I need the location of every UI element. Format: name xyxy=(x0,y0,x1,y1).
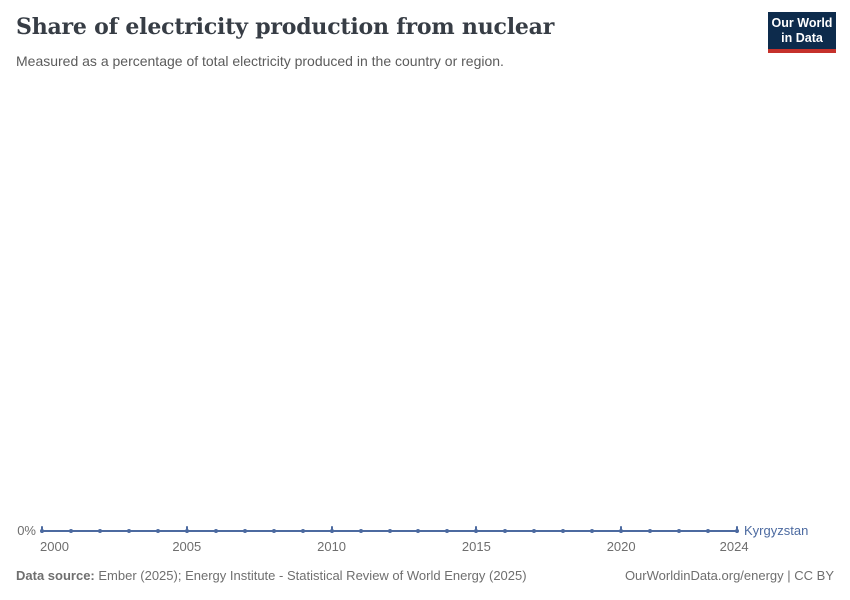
chart-subtitle: Measured as a percentage of total electr… xyxy=(16,53,504,69)
data-point-2016[interactable] xyxy=(503,529,508,533)
chart-footer: Data source: Ember (2025); Energy Instit… xyxy=(16,568,834,583)
data-point-2023[interactable] xyxy=(706,529,711,533)
data-point-2006[interactable] xyxy=(213,529,218,533)
data-point-2009[interactable] xyxy=(300,529,305,533)
data-point-2003[interactable] xyxy=(126,529,131,533)
x-axis-tick-2015 xyxy=(475,526,478,533)
owid-logo[interactable]: Our World in Data xyxy=(768,12,836,53)
data-source-note[interactable]: Data source: Ember (2025); Energy Instit… xyxy=(16,568,527,583)
x-axis-label-2020: 2020 xyxy=(606,539,636,554)
owid-logo-line2: in Data xyxy=(781,31,823,45)
x-axis-label-2000: 2000 xyxy=(40,539,69,554)
data-point-2002[interactable] xyxy=(97,529,102,533)
chart-title: Share of electricity production from nuc… xyxy=(16,14,555,40)
x-axis-label-2005: 2005 xyxy=(172,539,202,554)
data-point-2008[interactable] xyxy=(271,529,276,533)
data-point-2022[interactable] xyxy=(677,529,682,533)
x-axis-tick-2024 xyxy=(736,526,738,533)
data-point-2012[interactable] xyxy=(387,529,392,533)
x-axis-tick-2000 xyxy=(41,526,43,533)
owid-logo-line1: Our World xyxy=(771,16,833,30)
data-point-2011[interactable] xyxy=(358,529,363,533)
data-point-2014[interactable] xyxy=(445,529,450,533)
data-point-2019[interactable] xyxy=(590,529,595,533)
x-axis-tick-2020 xyxy=(620,526,623,533)
data-source-value: Ember (2025); Energy Institute - Statist… xyxy=(94,568,527,583)
x-axis-label-2015: 2015 xyxy=(461,539,491,554)
x-axis-tick-2005 xyxy=(185,526,188,533)
license-link[interactable]: OurWorldinData.org/energy | CC BY xyxy=(624,568,834,583)
x-axis-label-2010: 2010 xyxy=(317,539,347,554)
data-point-2013[interactable] xyxy=(416,529,421,533)
data-point-2007[interactable] xyxy=(242,529,247,533)
data-point-2021[interactable] xyxy=(648,529,653,533)
data-point-2001[interactable] xyxy=(68,529,73,533)
x-axis-tick-2010 xyxy=(330,526,333,533)
data-point-2004[interactable] xyxy=(155,529,160,533)
series-entity-label[interactable]: Kyrgyzstan xyxy=(744,523,809,538)
data-point-2017[interactable] xyxy=(532,529,537,533)
data-point-2018[interactable] xyxy=(561,529,566,533)
data-source-label: Data source: xyxy=(16,568,95,583)
y-axis-zero-label: 0% xyxy=(17,523,36,538)
x-axis-label-2024: 2024 xyxy=(719,539,749,554)
